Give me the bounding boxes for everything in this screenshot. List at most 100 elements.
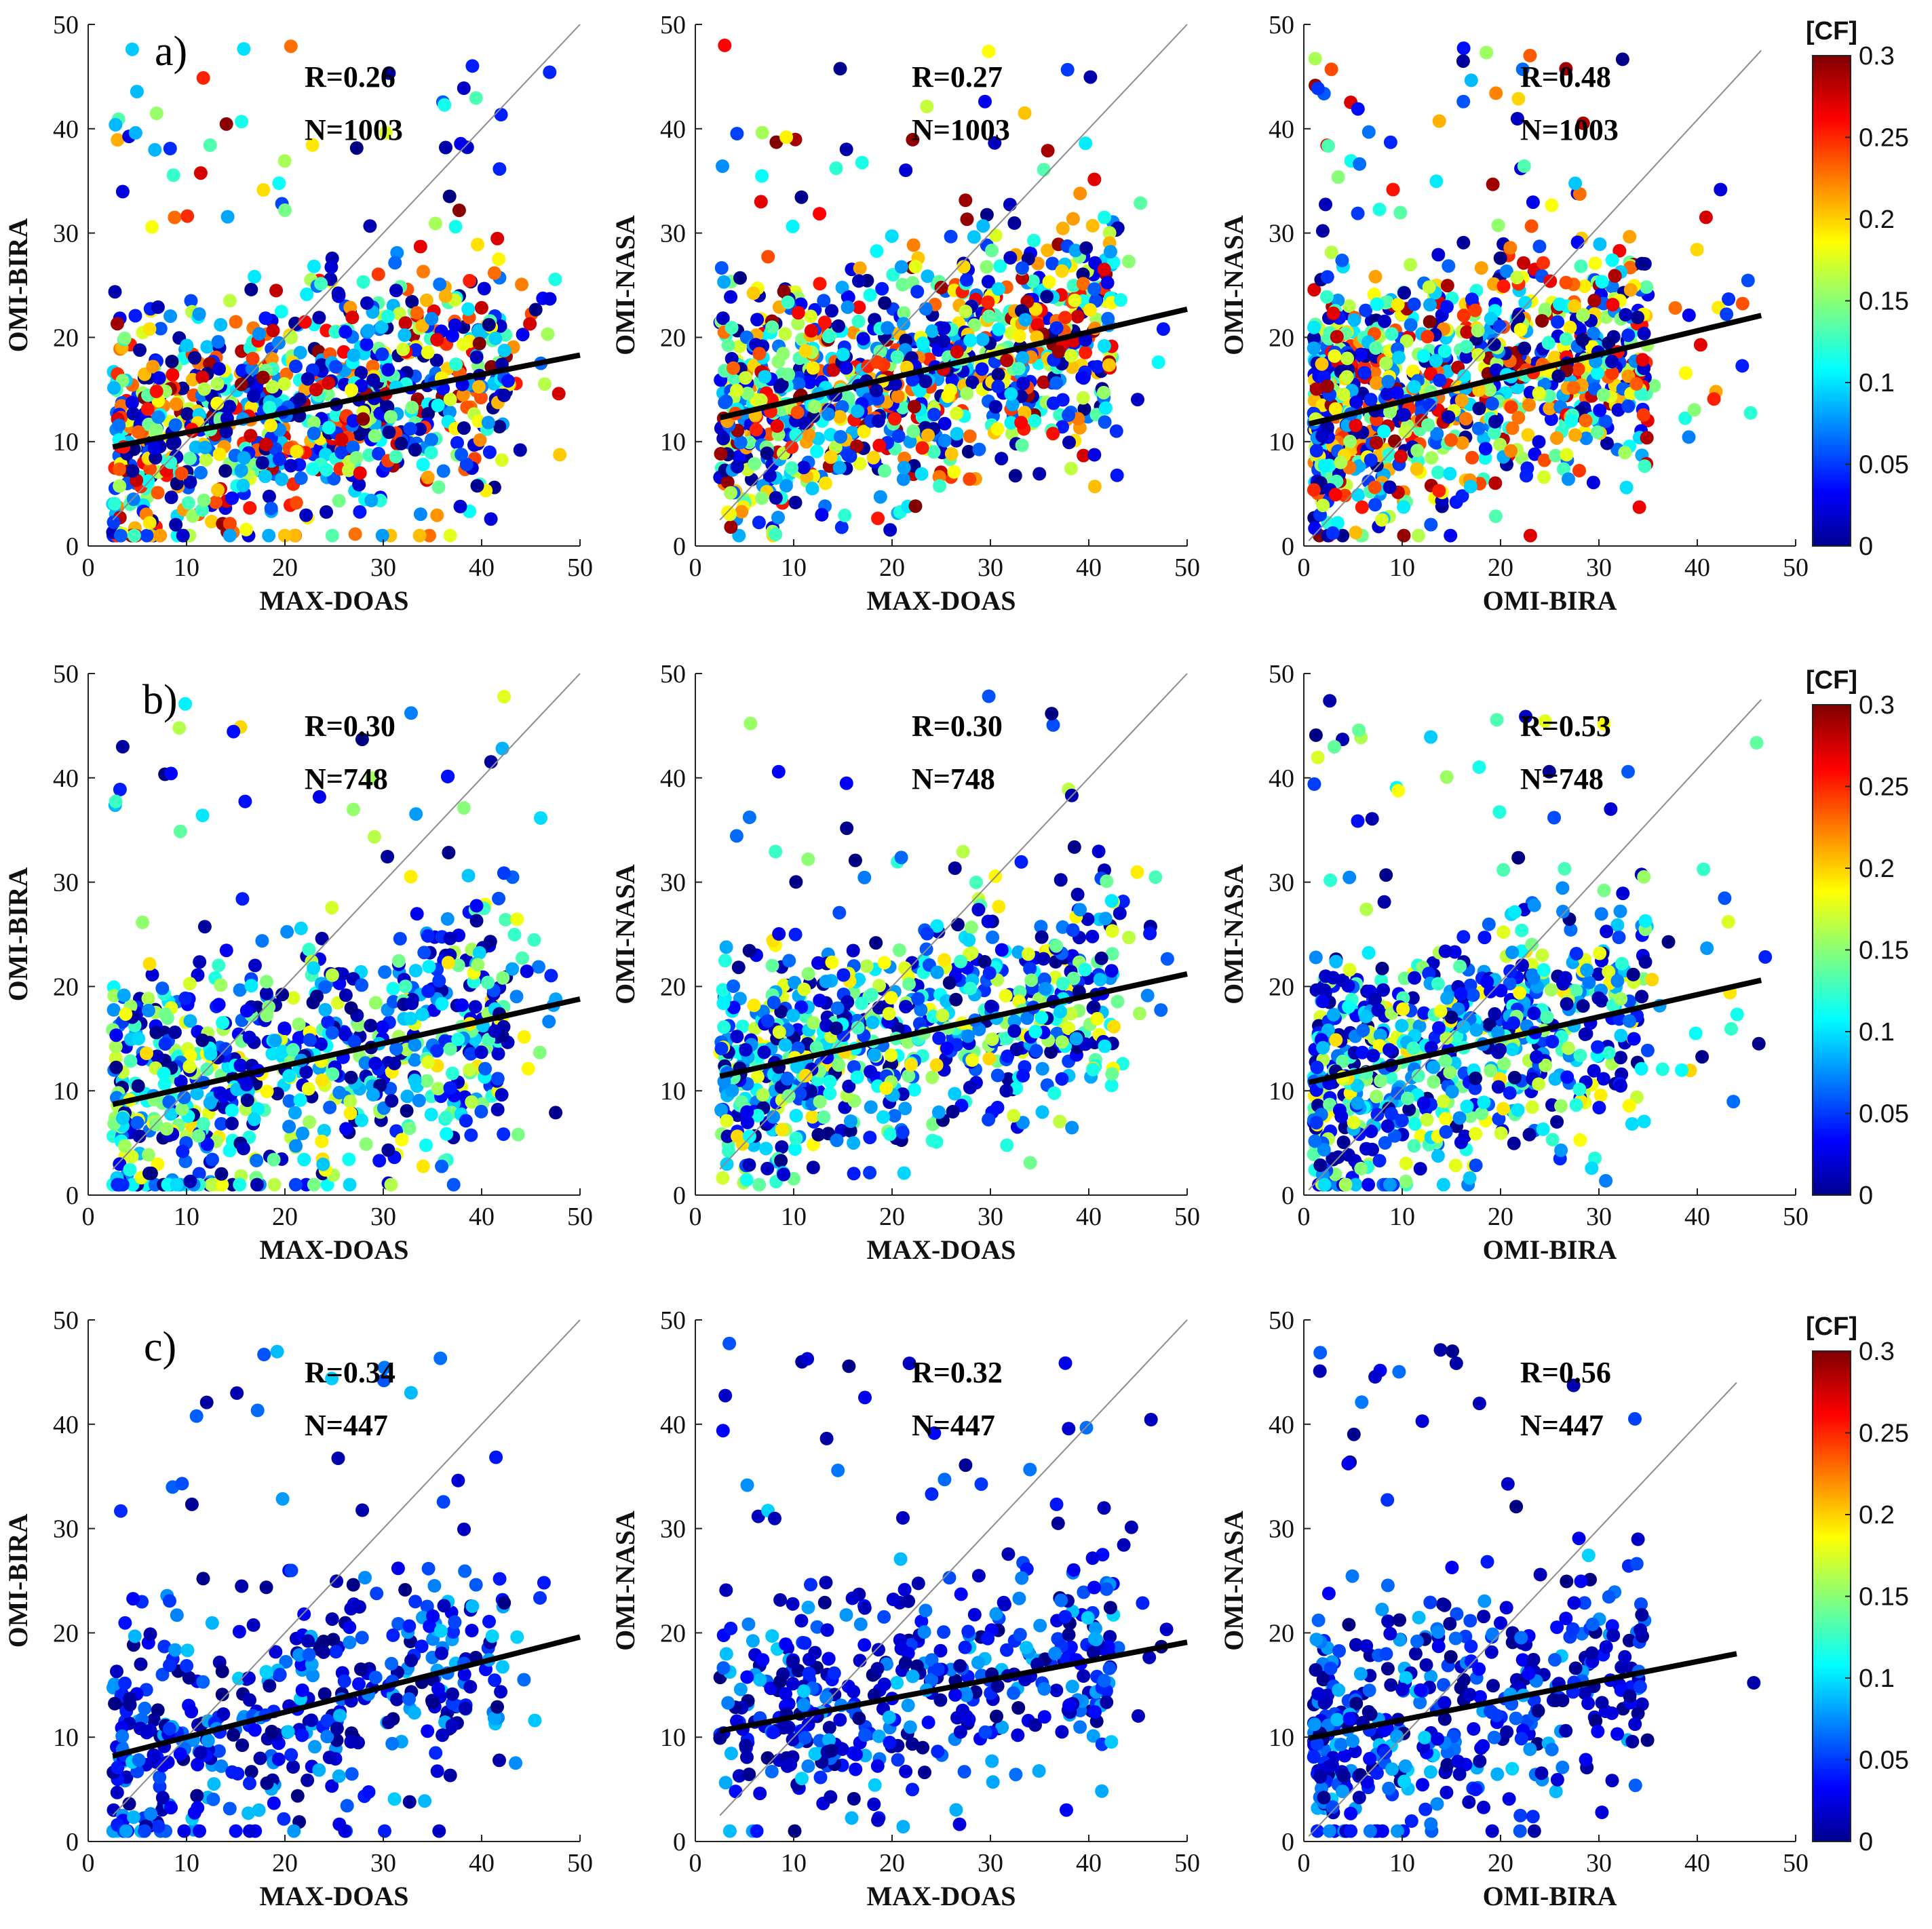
scatter-point	[1015, 261, 1029, 275]
scatter-point	[1027, 233, 1041, 248]
scatter-point	[180, 407, 195, 421]
scatter-point	[1486, 177, 1500, 191]
scatter-point	[334, 433, 349, 446]
scatter-point	[339, 1122, 353, 1136]
scatter-point	[296, 1127, 309, 1140]
scatter-point	[1521, 428, 1535, 442]
scatter-point	[965, 1053, 980, 1067]
scatter-point	[1334, 455, 1348, 469]
scatter-point	[1619, 480, 1634, 494]
scatter-point	[115, 184, 130, 199]
scatter-point	[1364, 393, 1378, 407]
scatter-point	[417, 265, 430, 279]
scatter-point	[1383, 405, 1397, 419]
x-tick-label: 20	[879, 1203, 905, 1231]
scatter-point	[404, 870, 418, 884]
scatter-point	[549, 1106, 563, 1120]
scatter-point	[1388, 434, 1402, 448]
x-tick-label: 50	[567, 1203, 593, 1231]
scatter-point	[947, 465, 961, 479]
scatter-point	[1098, 415, 1112, 429]
scatter-point	[398, 328, 412, 342]
scatter-point	[1397, 528, 1411, 543]
scatter-point	[724, 520, 738, 534]
scatter-point	[242, 1030, 256, 1045]
scatter-point	[292, 1017, 306, 1032]
scatter-point	[1619, 308, 1633, 322]
scatter-point	[1156, 322, 1170, 336]
scatter-point	[992, 899, 1006, 914]
scatter-point	[1615, 52, 1629, 66]
scatter-point	[270, 1087, 284, 1101]
scatter-point	[256, 370, 270, 385]
scatter-point	[301, 1082, 315, 1096]
y-tick-label: 50	[53, 660, 79, 688]
scatter-point	[1472, 760, 1486, 774]
scatter-point	[1605, 279, 1619, 294]
scatter-point	[832, 905, 847, 920]
scatter-point	[1458, 412, 1473, 426]
scatter-point	[729, 829, 743, 843]
stat-r: R=0.27	[912, 60, 1003, 94]
scatter-point	[211, 483, 225, 497]
scatter-point	[722, 1144, 735, 1158]
scatter-point	[830, 1001, 845, 1015]
scatter-point	[1349, 418, 1363, 433]
scatter-point	[1544, 412, 1558, 426]
scatter-point	[778, 327, 792, 341]
scatter-point	[1638, 459, 1652, 473]
scatter-point	[988, 229, 1003, 242]
scatter-point	[1342, 299, 1356, 313]
scatter-point	[149, 1118, 163, 1132]
scatter-point	[1471, 421, 1486, 435]
scatter-point	[183, 1174, 197, 1188]
scatter-point	[248, 269, 262, 284]
scatter-point	[882, 1007, 896, 1021]
x-tick-label: 40	[1684, 553, 1710, 582]
scatter-point	[1369, 435, 1383, 450]
scatter-point	[881, 321, 895, 335]
scatter-point	[1551, 315, 1565, 329]
scatter-point	[1104, 245, 1117, 259]
scatter-point	[195, 370, 210, 385]
scatter-point	[789, 875, 803, 889]
scatter-point	[315, 1134, 329, 1148]
scatter-point	[1076, 277, 1090, 291]
scatter-point	[195, 1033, 210, 1047]
scatter-point	[835, 280, 849, 294]
scatter-point	[1056, 420, 1069, 434]
scatter-point	[1463, 480, 1477, 494]
scatter-point	[1321, 139, 1335, 153]
scatter-point	[1093, 973, 1107, 987]
scatter-point	[1140, 988, 1155, 1002]
scatter-point	[263, 401, 277, 414]
scatter-point	[215, 1177, 229, 1192]
scatter-point	[1347, 313, 1361, 327]
scatter-point	[1386, 182, 1400, 197]
scatter-point	[1568, 176, 1583, 191]
scatter-point	[389, 450, 403, 464]
scatter-point	[116, 1111, 130, 1125]
scatter-point	[1511, 310, 1525, 324]
scatter-point	[1661, 935, 1676, 949]
scatter-point	[1491, 218, 1505, 233]
scatter-point	[1492, 1112, 1506, 1126]
scatter-point	[1077, 402, 1091, 416]
scatter-point	[359, 1137, 373, 1151]
scatter-point	[166, 168, 180, 182]
scatter-point	[393, 932, 407, 946]
scatter-point	[321, 1015, 335, 1029]
scatter-point	[177, 1091, 191, 1104]
scatter-point	[907, 400, 921, 414]
scatter-point	[113, 528, 128, 543]
scatter-point	[789, 1131, 803, 1146]
scatter-point	[1351, 206, 1365, 220]
scatter-point	[169, 518, 183, 532]
scatter-point	[1055, 264, 1069, 278]
scatter-point	[797, 982, 811, 996]
scatter-point	[214, 978, 228, 992]
scatter-point	[721, 338, 735, 352]
scatter-point	[1085, 929, 1100, 943]
scatter-point	[1538, 303, 1552, 317]
scatter-point	[788, 975, 802, 990]
